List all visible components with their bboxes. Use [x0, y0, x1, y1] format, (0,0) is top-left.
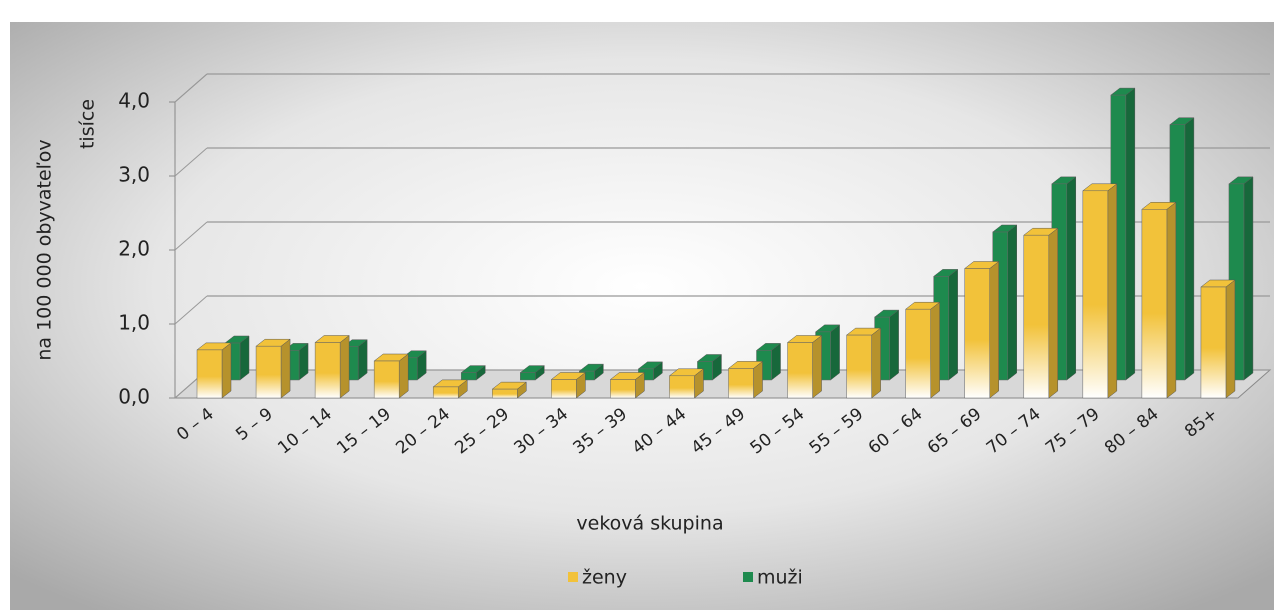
bar [1082, 190, 1109, 399]
bar-side [1166, 201, 1177, 399]
bar-side [812, 334, 822, 399]
bar [610, 379, 636, 399]
bar [196, 349, 223, 399]
bar-side [280, 338, 291, 399]
y-tick-label: 0,0 [118, 385, 150, 409]
grid-diag [174, 73, 208, 103]
bar [551, 379, 577, 399]
legend-swatch [568, 572, 578, 582]
bar-side [398, 353, 409, 399]
bar-side [239, 335, 250, 381]
bar [905, 308, 931, 399]
grid-diag [174, 221, 208, 251]
legend-label: ženy [582, 567, 627, 589]
y-tick-label: 3,0 [118, 163, 150, 187]
bar-side [989, 260, 999, 399]
legend-swatch [743, 572, 753, 582]
bar-side [871, 327, 881, 399]
bar [432, 386, 459, 399]
bar-side [1066, 176, 1077, 381]
bar-side [1225, 279, 1236, 399]
bar [1141, 209, 1168, 399]
bar [460, 372, 477, 381]
y-axis-label: na 100 000 obyvateľov [34, 139, 56, 360]
y-axis-unit: tisíce [77, 99, 99, 149]
x-axis-label: veková skupina [576, 513, 723, 535]
bar [964, 268, 990, 399]
bar-side [948, 268, 958, 381]
bar-side [1125, 87, 1136, 381]
bar-side [1107, 183, 1118, 399]
bar-side [1048, 227, 1059, 399]
bar [255, 345, 282, 399]
bar [520, 372, 536, 381]
bar-side [830, 324, 840, 381]
bar [846, 334, 872, 399]
bar [787, 342, 813, 399]
bar [728, 368, 754, 399]
bar-side [889, 309, 899, 381]
bar [669, 375, 695, 399]
bar [1200, 286, 1227, 399]
bar [492, 388, 518, 399]
bar-side [930, 301, 940, 399]
y-tick-label: 4,0 [118, 89, 150, 113]
legend-label: muži [757, 567, 803, 589]
bar [1023, 234, 1050, 399]
y-tick-label: 2,0 [118, 237, 150, 261]
bar [373, 360, 400, 399]
grid-diag [174, 147, 208, 177]
y-tick-label: 1,0 [118, 311, 150, 335]
bar [314, 342, 341, 399]
bar-side [1243, 176, 1254, 381]
bar-side [1184, 117, 1195, 381]
bar-side [1007, 224, 1017, 381]
grid-diag [174, 295, 208, 325]
bar-side [339, 334, 350, 399]
bar-side [221, 342, 232, 399]
